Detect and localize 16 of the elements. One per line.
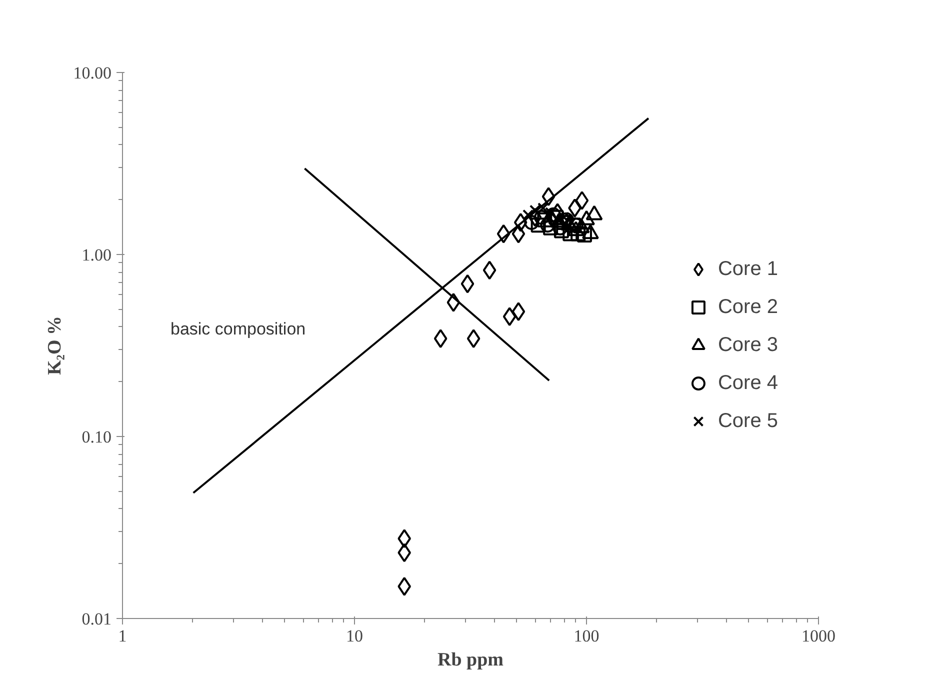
y-tick-label: 10.00 bbox=[73, 64, 112, 82]
x-tick-label: 10 bbox=[346, 626, 363, 646]
legend-label: Core 3 bbox=[718, 334, 778, 356]
x-tick-label: 1 bbox=[118, 626, 127, 646]
legend-label: Core 2 bbox=[718, 296, 778, 318]
y-tick-label: 1.00 bbox=[82, 246, 112, 264]
x-tick-label: 100 bbox=[574, 626, 600, 646]
y-tick-label: 0.10 bbox=[82, 428, 112, 446]
x-tick-label: 1000 bbox=[802, 626, 836, 646]
x-axis-title: Rb ppm bbox=[438, 650, 504, 670]
legend-label: Core 4 bbox=[718, 372, 778, 394]
y-tick-label: 0.01 bbox=[82, 610, 112, 628]
legend-label: Core 1 bbox=[718, 258, 778, 280]
legend-label: Core 5 bbox=[718, 410, 778, 432]
annotation: basic composition bbox=[170, 320, 306, 338]
y-axis-title: K₂O % bbox=[44, 316, 66, 375]
